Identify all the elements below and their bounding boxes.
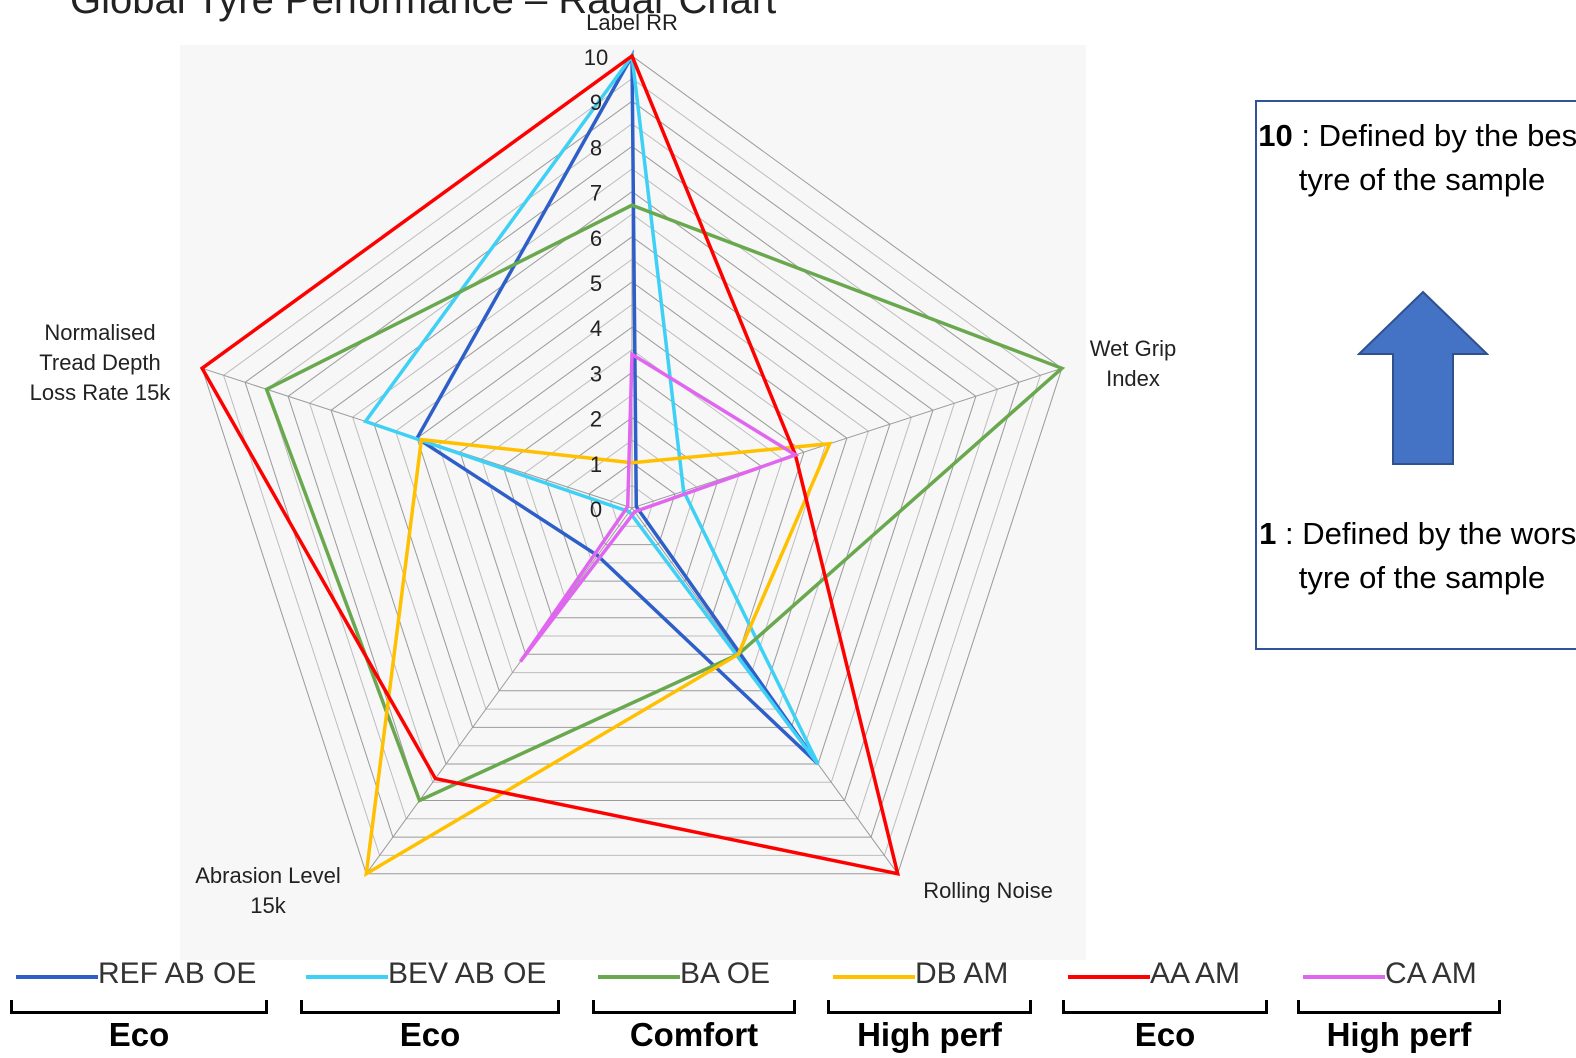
tick-label: 2 — [590, 407, 602, 432]
grid-spoke — [365, 507, 633, 874]
tick-label: 5 — [590, 271, 602, 296]
group-bracket — [592, 1000, 796, 1014]
grid-ring — [438, 303, 826, 674]
up-arrow-icon — [1357, 290, 1489, 465]
legend-item: AA AM — [1062, 955, 1268, 995]
legend-swatch — [833, 975, 915, 979]
series-line-6 — [518, 351, 800, 663]
legend-item: BA OE — [592, 955, 796, 995]
scale-note-top-value: 10 — [1258, 118, 1293, 153]
series-line-5 — [199, 53, 901, 876]
grid-ring — [609, 484, 655, 527]
series-line-2 — [362, 51, 820, 766]
grid-ring — [566, 439, 698, 564]
grid-ring — [223, 77, 1041, 856]
grid-ring — [309, 168, 955, 783]
grid-ring — [395, 258, 869, 710]
grid-ring — [480, 349, 784, 637]
scale-note-top-text: : Defined by the best tyre of the sample — [1292, 118, 1576, 197]
chart-title: Global Tyre Performance – Radar Chart — [70, 0, 777, 22]
scale-note-bottom: 1 : Defined by the worst tyre of the sam… — [1257, 512, 1576, 600]
axis-label: Abrasion Level 15k — [195, 863, 341, 918]
grid-spoke — [631, 367, 1063, 509]
group-label: Eco — [108, 1016, 170, 1053]
legend-label: REF AB OE — [98, 957, 257, 990]
scale-note-top: 10 : Defined by the best tyre of the sam… — [1257, 114, 1576, 202]
legend-item: REF AB OE — [10, 955, 268, 995]
grid-ring — [523, 394, 741, 600]
legend-swatch — [16, 975, 98, 979]
group-bracket — [827, 1000, 1032, 1014]
legend-label: AA AM — [1150, 957, 1241, 990]
group-bracket — [1062, 1000, 1268, 1014]
legend-item: DB AM — [827, 955, 1032, 995]
legend-swatch — [1068, 975, 1150, 979]
legend-item: BEV AB OE — [300, 955, 560, 995]
scale-note-bottom-value: 1 — [1259, 516, 1277, 551]
grid-ring — [352, 213, 912, 747]
grid-ring — [244, 100, 1020, 838]
legend-label: BA OE — [680, 957, 771, 990]
tick-label: 4 — [590, 316, 602, 341]
group-label: High perf — [1326, 1016, 1472, 1053]
series-line-4 — [364, 437, 833, 878]
grid-ring — [330, 190, 934, 765]
legend-label: DB AM — [915, 957, 1009, 990]
group-label: High perf — [857, 1016, 1002, 1053]
legend-label: BEV AB OE — [388, 957, 547, 990]
tick-label: 10 — [584, 45, 608, 70]
group-label: Eco — [1134, 1016, 1196, 1053]
legend-swatch — [306, 975, 388, 979]
grid-ring — [287, 145, 977, 801]
scale-note-box: 10 : Defined by the best tyre of the sam… — [1255, 100, 1576, 650]
group-bracket — [1297, 1000, 1501, 1014]
group-label: Eco — [399, 1016, 461, 1053]
legend-label: CA AM — [1385, 957, 1477, 990]
series-line-3 — [264, 203, 1066, 803]
tick-label: 0 — [590, 497, 602, 522]
axis-label: Wet Grip Index — [1090, 336, 1176, 391]
legend-swatch — [1303, 975, 1385, 979]
tick-label: 8 — [590, 135, 602, 160]
series-line-1 — [414, 49, 820, 766]
tick-label: 3 — [590, 361, 602, 386]
tick-label: 1 — [590, 452, 602, 477]
grid-ring — [588, 462, 676, 546]
tick-label: 7 — [590, 181, 602, 206]
group-bracket — [10, 1000, 268, 1014]
tick-label: 9 — [590, 90, 602, 115]
grid-ring — [459, 326, 805, 655]
axis-label: Label RR — [586, 10, 678, 35]
group-bracket — [300, 1000, 560, 1014]
legend-swatch — [598, 975, 680, 979]
tick-label: 6 — [590, 226, 602, 251]
grid-ring — [545, 416, 719, 582]
scale-note-bottom-text: : Defined by the worst tyre of the sampl… — [1276, 516, 1576, 595]
grid-ring — [416, 281, 848, 692]
grid-ring — [373, 236, 891, 728]
legend-item: CA AM — [1297, 955, 1501, 995]
group-label: Comfort — [629, 1016, 759, 1053]
axis-label: Rolling Noise — [923, 878, 1053, 903]
axis-label: Normalised Tread Depth Loss Rate 15k — [30, 320, 172, 405]
